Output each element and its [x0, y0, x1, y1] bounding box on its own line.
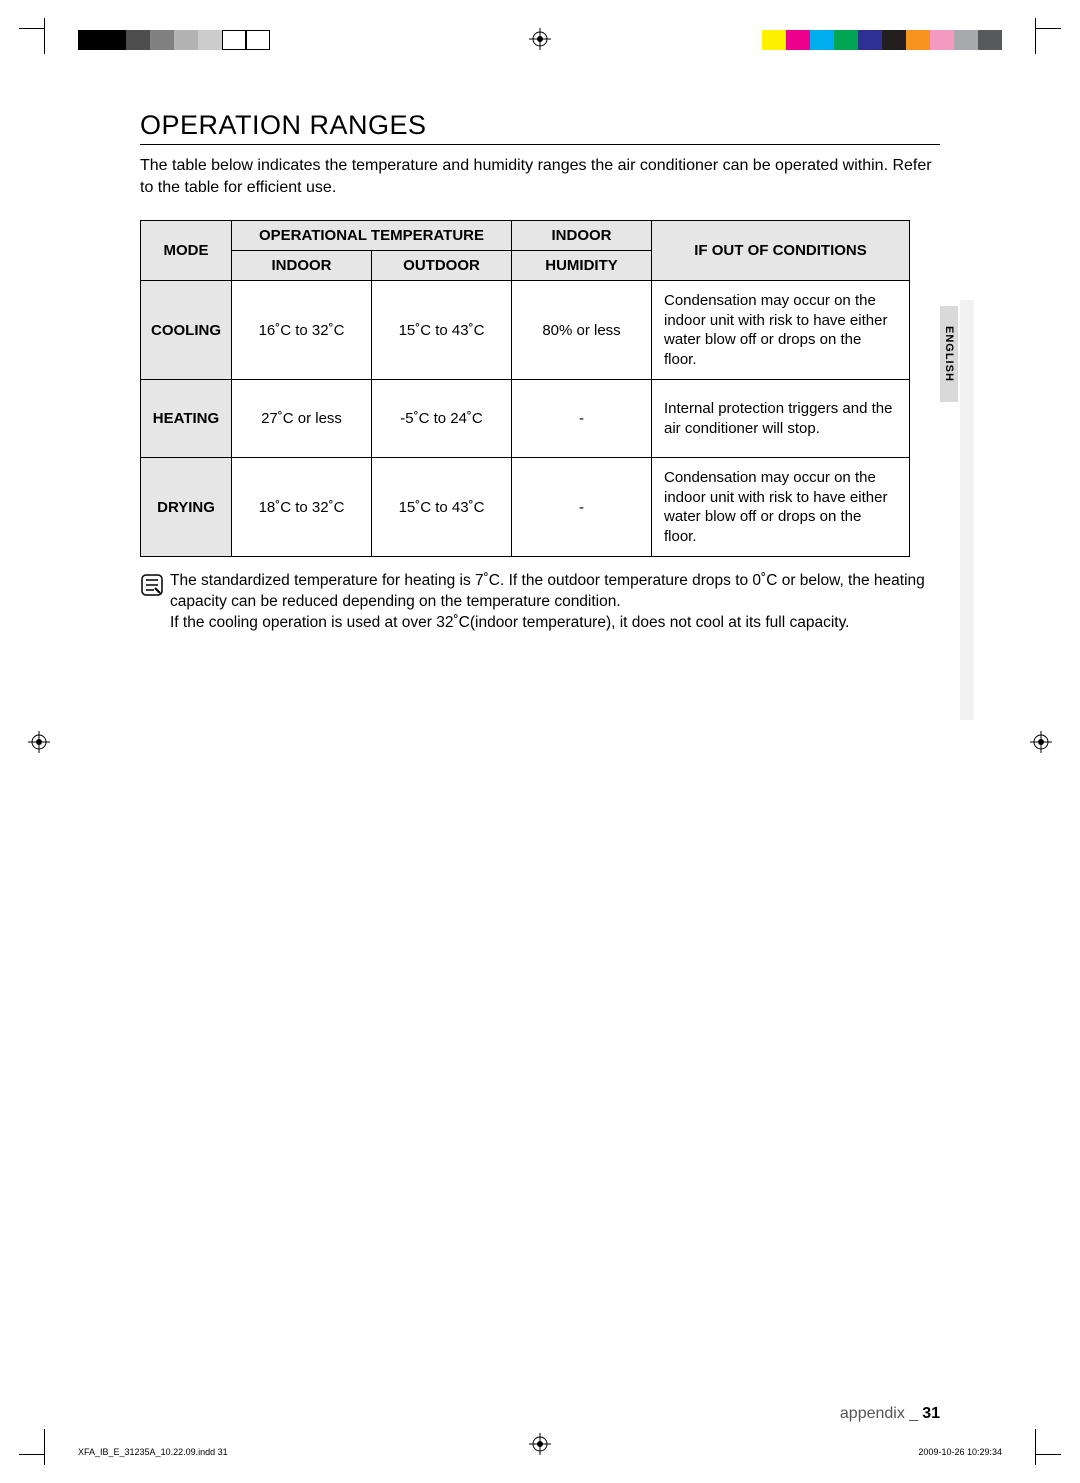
- side-tab-strip: [960, 300, 974, 720]
- operation-ranges-table: MODE OPERATIONAL TEMPERATURE INDOOR IF O…: [140, 220, 940, 557]
- outdoor-temp-cell: 15˚C to 43˚C: [372, 281, 512, 380]
- language-tab: ENGLISH: [940, 306, 958, 402]
- condition-cell: Internal protection triggers and the air…: [652, 380, 910, 458]
- condition-cell: Condensation may occur on the indoor uni…: [652, 281, 910, 380]
- note-line1: The standardized temperature for heating…: [170, 572, 925, 610]
- col-mode: MODE: [141, 221, 232, 281]
- table-row: HEATING 27˚C or less -5˚C to 24˚C - Inte…: [141, 380, 910, 458]
- mode-cell: COOLING: [141, 281, 232, 380]
- mode-cell: DRYING: [141, 458, 232, 557]
- imprint-file: XFA_IB_E_31235A_10.22.09.indd 31: [78, 1447, 228, 1457]
- humidity-cell: -: [512, 458, 652, 557]
- crop-mark: [1000, 1429, 1036, 1465]
- crop-mark: [44, 18, 80, 54]
- humidity-cell: -: [512, 380, 652, 458]
- outdoor-temp-cell: -5˚C to 24˚C: [372, 380, 512, 458]
- imprint-line: XFA_IB_E_31235A_10.22.09.indd 31 2009-10…: [78, 1447, 1002, 1457]
- registration-mark-icon: [1030, 731, 1052, 753]
- condition-cell: Condensation may occur on the indoor uni…: [652, 458, 910, 557]
- col-indoor: INDOOR: [232, 251, 372, 281]
- col-indoor-humidity-bottom: HUMIDITY: [512, 251, 652, 281]
- imprint-datetime: 2009-10-26 10:29:34: [918, 1447, 1002, 1457]
- color-swatch-bar-right: [762, 30, 1002, 50]
- note-icon: [140, 571, 170, 634]
- indoor-temp-cell: 18˚C to 32˚C: [232, 458, 372, 557]
- table-row: DRYING 18˚C to 32˚C 15˚C to 43˚C - Conde…: [141, 458, 910, 557]
- note-text: The standardized temperature for heating…: [170, 571, 940, 634]
- mode-cell: HEATING: [141, 380, 232, 458]
- page-number: 31: [922, 1405, 940, 1423]
- outdoor-temp-cell: 15˚C to 43˚C: [372, 458, 512, 557]
- note-line2: If the cooling operation is used at over…: [170, 614, 850, 631]
- col-indoor-humidity-top: INDOOR: [512, 221, 652, 251]
- humidity-cell: 80% or less: [512, 281, 652, 380]
- indoor-temp-cell: 27˚C or less: [232, 380, 372, 458]
- footer: appendix _ 31: [140, 1405, 940, 1423]
- color-swatch-bar-left: [78, 30, 270, 50]
- table-row: COOLING 16˚C to 32˚C 15˚C to 43˚C 80% or…: [141, 281, 910, 380]
- col-conditions: IF OUT OF CONDITIONS: [652, 221, 910, 281]
- col-outdoor: OUTDOOR: [372, 251, 512, 281]
- crop-mark: [1000, 18, 1036, 54]
- registration-mark-icon: [28, 731, 50, 753]
- section-title: OPERATION RANGES: [140, 110, 940, 145]
- footer-label: appendix _: [840, 1405, 918, 1423]
- crop-mark: [44, 1429, 80, 1465]
- registration-mark-icon: [529, 28, 551, 50]
- indoor-temp-cell: 16˚C to 32˚C: [232, 281, 372, 380]
- note-block: The standardized temperature for heating…: [140, 571, 940, 634]
- intro-text: The table below indicates the temperatur…: [140, 155, 940, 198]
- col-operational-temperature: OPERATIONAL TEMPERATURE: [232, 221, 512, 251]
